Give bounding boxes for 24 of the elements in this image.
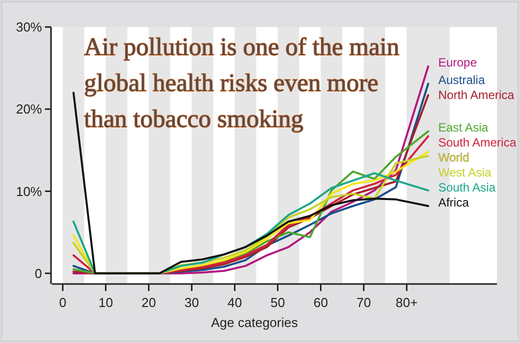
x-tick-label: 70	[356, 295, 371, 310]
x-tick-label: 0	[59, 295, 66, 310]
series-label: South America	[438, 135, 517, 150]
x-tick-label: 80+	[396, 295, 418, 310]
series-label: East Asia	[438, 120, 489, 134]
y-tick-label: 10%	[16, 184, 42, 199]
series-label: World	[438, 150, 470, 164]
y-tick-label: 30%	[16, 20, 42, 35]
series-label: Africa	[438, 195, 470, 210]
x-tick-label: 50	[270, 295, 285, 310]
series-label: Europe	[438, 56, 478, 70]
text: Air pollution is one of the main global health risks even more than tobacco smoking	[84, 34, 400, 133]
series-label: North America	[438, 88, 515, 102]
y-tick-label: 0	[34, 266, 42, 281]
x-tick-label: 60	[313, 295, 328, 310]
series-label: Australia	[438, 72, 486, 87]
series-label: South Asia	[438, 180, 496, 194]
x-tick-label: 40	[227, 295, 242, 310]
x-axis-title: Age categories	[211, 315, 298, 330]
x-tick-label: 20	[142, 295, 156, 310]
series-label: West Asia	[438, 165, 492, 180]
x-tick-label: 30	[184, 295, 199, 310]
x-tick-label: 10	[98, 295, 113, 310]
y-tick-label: 20%	[16, 102, 42, 117]
